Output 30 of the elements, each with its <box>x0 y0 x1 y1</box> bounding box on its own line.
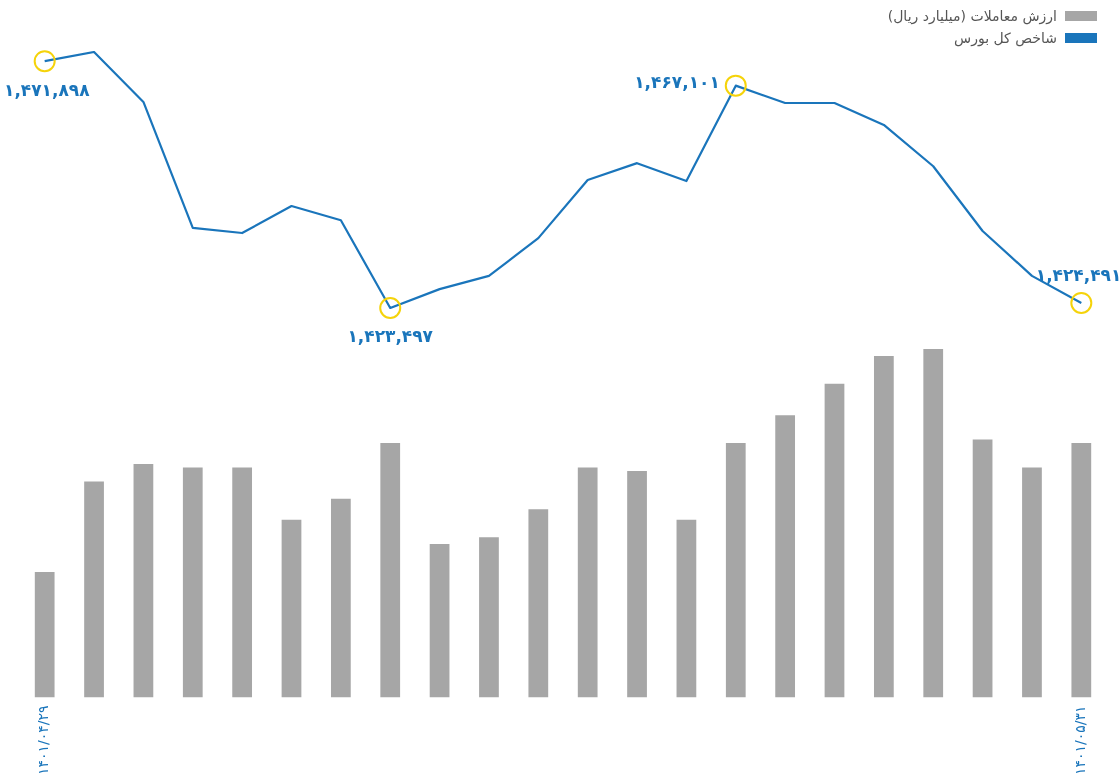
bar <box>182 467 203 698</box>
x-tick-label: ۱۴۰۱/۰۴/۲۹ <box>35 705 52 775</box>
legend-label: شاخص کل بورس <box>954 30 1057 46</box>
bar <box>577 467 598 698</box>
bar <box>627 470 647 698</box>
bar <box>330 498 351 698</box>
bar <box>380 443 401 698</box>
bar <box>528 509 549 698</box>
bar <box>1022 467 1042 698</box>
bar <box>1071 443 1092 698</box>
bar <box>133 463 154 698</box>
data-label: ۱,۴۷۱,۸۹۸ <box>4 79 91 100</box>
bar <box>84 481 104 698</box>
bar <box>923 349 944 698</box>
bar <box>676 519 697 698</box>
bar <box>479 537 499 698</box>
bar <box>972 439 993 698</box>
bar <box>34 571 55 698</box>
data-label: ۱,۴۶۷,۱۰۱ <box>634 72 720 93</box>
bar <box>281 519 302 698</box>
data-label: ۱,۴۲۴,۴۹۱ <box>1035 265 1119 286</box>
legend-label: ارزش معاملات (میلیارد ریال) <box>887 8 1057 24</box>
bar <box>824 383 845 698</box>
bar <box>873 355 894 698</box>
bar <box>775 415 796 698</box>
bar <box>232 467 253 698</box>
data-label: ۱,۴۲۳,۴۹۷ <box>347 326 434 347</box>
bar <box>429 544 450 698</box>
bar <box>725 443 746 698</box>
x-tick-label: ۱۴۰۱/۰۵/۳۱ <box>1071 705 1088 775</box>
